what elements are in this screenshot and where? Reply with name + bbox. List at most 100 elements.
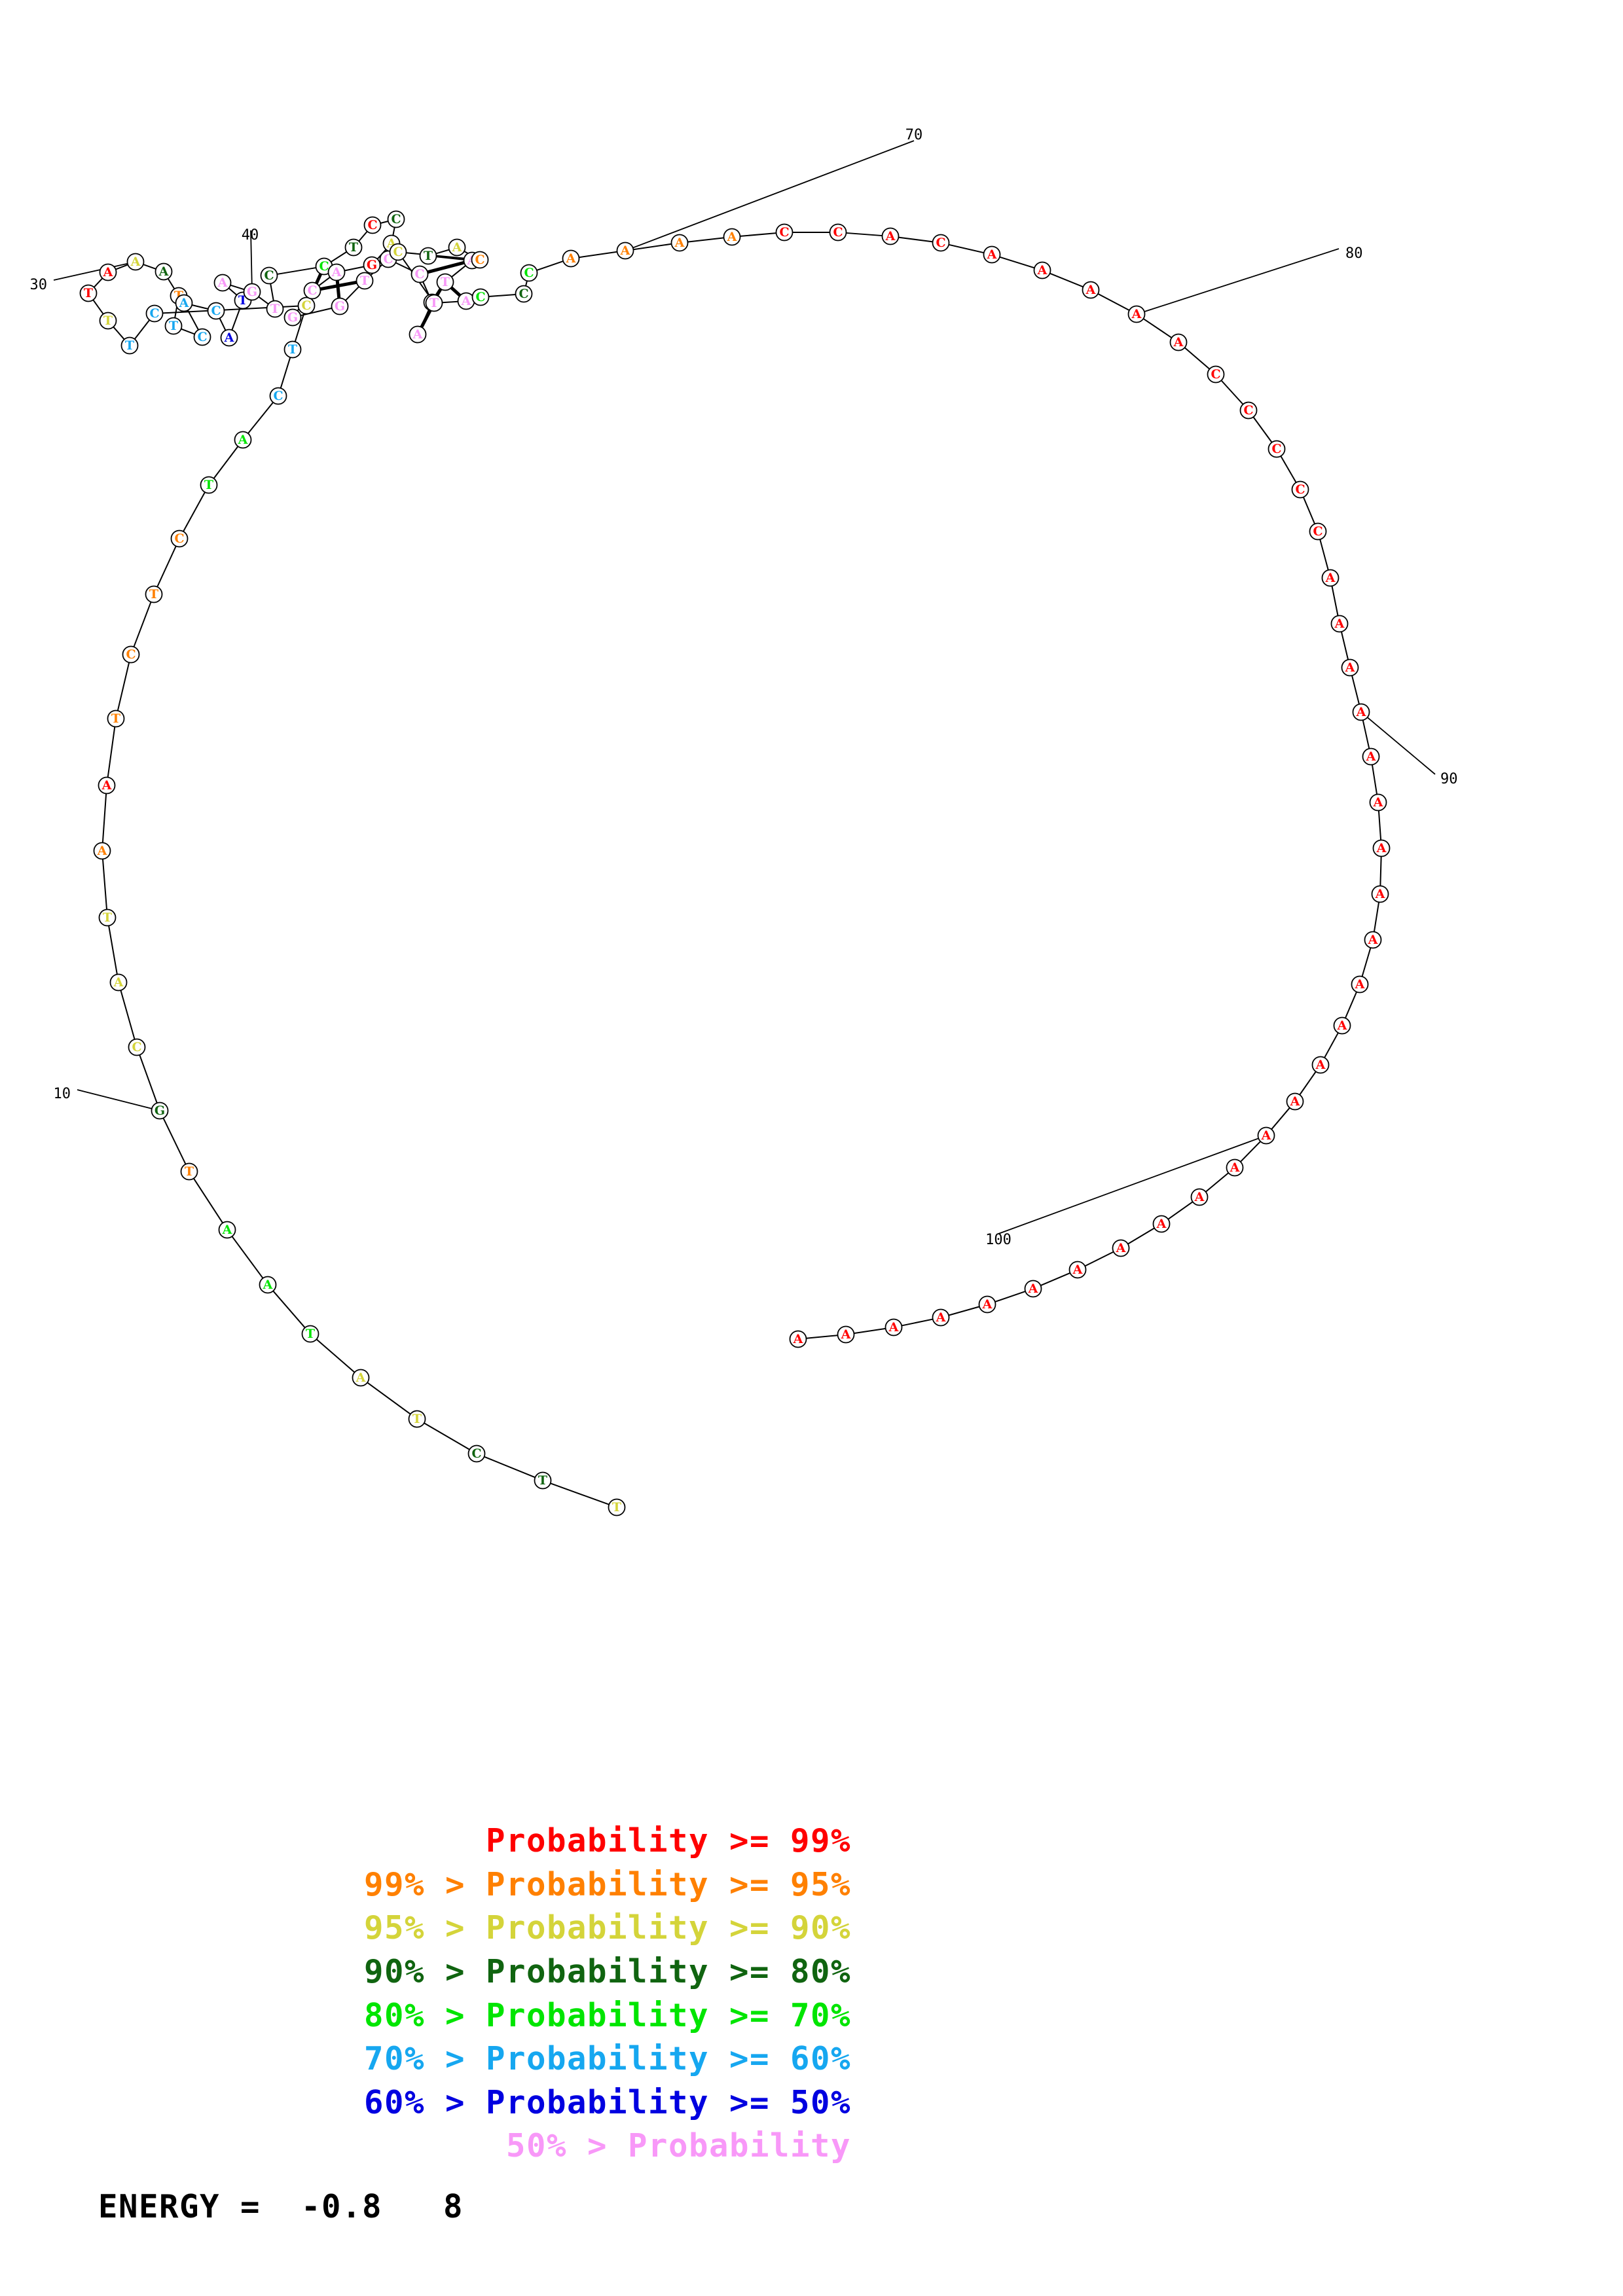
nucleotide-node[interactable]: A [220, 329, 238, 347]
nucleotide-node[interactable]: C [1267, 440, 1286, 458]
nucleotide-node[interactable]: A [1352, 703, 1370, 721]
nucleotide-node[interactable]: T [164, 317, 183, 335]
nucleotide-node[interactable]: A [1362, 747, 1380, 766]
nucleotide-node[interactable]: A [98, 776, 116, 795]
nucleotide-node[interactable]: A [1371, 885, 1389, 903]
nucleotide-node[interactable]: A [1112, 1239, 1130, 1257]
nucleotide-node[interactable]: T [419, 247, 437, 265]
nucleotide-node[interactable]: A [457, 292, 475, 310]
nucleotide-node[interactable]: T [99, 312, 117, 330]
nucleotide-node[interactable]: A [1369, 793, 1387, 812]
nucleotide-node[interactable]: C [389, 243, 407, 261]
nucleotide-node[interactable]: A [1341, 658, 1359, 677]
nucleotide-node[interactable]: A [1152, 1215, 1171, 1233]
nucleotide-node[interactable]: A [1333, 1016, 1351, 1035]
nucleotide-node[interactable]: T [79, 284, 98, 302]
nucleotide-node[interactable]: C [932, 234, 950, 252]
nucleotide-node[interactable]: A [1311, 1056, 1330, 1074]
nucleotide-node[interactable]: C [471, 251, 489, 269]
nucleotide-node[interactable]: A [1127, 305, 1146, 323]
nucleotide-node[interactable]: A [1082, 281, 1100, 299]
nucleotide-node[interactable]: A [99, 263, 117, 281]
nucleotide-node[interactable]: A [1257, 1126, 1275, 1145]
nucleotide-node[interactable]: A [1068, 1261, 1087, 1279]
nucleotide-node[interactable]: G [243, 283, 261, 301]
nucleotide-node[interactable]: A [93, 842, 111, 860]
nucleotide-node[interactable]: C [387, 210, 405, 228]
nucleotide-node[interactable]: T [408, 1410, 426, 1428]
nucleotide-node[interactable]: T [266, 300, 284, 318]
nucleotide-node[interactable]: A [126, 253, 145, 271]
nucleotide-node[interactable]: T [283, 340, 302, 359]
nucleotide-node[interactable]: C [1291, 480, 1309, 499]
nucleotide-node[interactable]: C [471, 288, 490, 306]
nucleotide-node[interactable]: A [1024, 1280, 1042, 1298]
nucleotide-node[interactable]: C [303, 281, 321, 300]
nucleotide-node[interactable]: C [410, 265, 429, 283]
nucleotide-node[interactable]: C [193, 328, 211, 346]
nucleotide-node[interactable]: G [283, 308, 302, 327]
nucleotide-node[interactable]: A [213, 274, 232, 292]
nucleotide-node[interactable]: C [363, 216, 382, 234]
nucleotide-node[interactable]: A [1351, 975, 1369, 994]
nucleotide-node[interactable]: A [1033, 261, 1051, 279]
nucleotide-node[interactable]: T [425, 294, 443, 312]
nucleotide-node[interactable]: A [616, 242, 634, 260]
nucleotide-node[interactable]: A [1321, 569, 1340, 587]
nucleotide-node[interactable]: A [218, 1221, 236, 1239]
nucleotide-node[interactable]: C [128, 1038, 146, 1056]
nucleotide-node[interactable]: T [301, 1325, 319, 1343]
nucleotide-node[interactable]: A [723, 228, 741, 246]
nucleotide-node[interactable]: A [670, 234, 689, 252]
nucleotide-node[interactable]: A [327, 263, 346, 281]
nucleotide-node[interactable]: T [180, 1162, 198, 1181]
nucleotide-node[interactable]: T [608, 1498, 626, 1516]
nucleotide-node[interactable]: A [109, 973, 128, 992]
nucleotide-node[interactable]: C [515, 285, 533, 303]
nucleotide-node[interactable]: T [107, 709, 125, 728]
nucleotide-node[interactable]: C [297, 296, 316, 315]
nucleotide-node[interactable]: T [356, 272, 374, 290]
nucleotide-node[interactable]: C [145, 304, 164, 323]
nucleotide-node[interactable]: T [436, 273, 454, 291]
nucleotide-node[interactable]: A [789, 1330, 807, 1348]
nucleotide-node[interactable]: A [983, 245, 1001, 264]
nucleotide-node[interactable]: A [881, 227, 900, 245]
nucleotide-node[interactable]: A [155, 262, 173, 281]
nucleotide-node[interactable]: G [331, 297, 349, 315]
nucleotide-node[interactable]: A [234, 431, 252, 449]
nucleotide-node[interactable]: A [448, 238, 466, 257]
nucleotide-node[interactable]: A [1286, 1092, 1304, 1111]
nucleotide-node[interactable]: A [259, 1276, 277, 1294]
nucleotide-node[interactable]: C [260, 266, 278, 285]
nucleotide-node[interactable]: T [200, 476, 218, 494]
nucleotide-node[interactable]: T [145, 585, 163, 603]
nucleotide-node[interactable]: C [829, 223, 847, 242]
nucleotide-node[interactable]: C [520, 264, 538, 282]
nucleotide-node[interactable]: C [467, 1444, 486, 1463]
nucleotide-node[interactable]: A [562, 249, 580, 268]
nucleotide-node[interactable]: A [409, 325, 427, 344]
nucleotide-node[interactable]: T [120, 336, 139, 355]
nucleotide-node[interactable]: A [1190, 1188, 1209, 1206]
nucleotide-node[interactable]: T [98, 908, 117, 927]
nucleotide-node[interactable]: A [1226, 1158, 1244, 1177]
nucleotide-node[interactable]: C [207, 302, 225, 320]
nucleotide-node[interactable]: C [775, 223, 793, 242]
nucleotide-node[interactable]: A [1372, 839, 1391, 857]
nucleotide-node[interactable]: T [534, 1471, 552, 1490]
nucleotide-node[interactable]: A [932, 1308, 950, 1327]
nucleotide-node[interactable]: A [175, 294, 193, 312]
nucleotide-node[interactable]: A [884, 1318, 903, 1336]
nucleotide-node[interactable]: A [1330, 615, 1349, 633]
nucleotide-node[interactable]: G [363, 256, 381, 274]
nucleotide-node[interactable]: A [1364, 931, 1382, 949]
nucleotide-node[interactable]: A [352, 1369, 370, 1387]
nucleotide-node[interactable]: C [170, 529, 189, 548]
nucleotide-node[interactable]: C [1239, 401, 1258, 420]
nucleotide-node[interactable]: A [837, 1325, 855, 1344]
nucleotide-node[interactable]: T [344, 238, 363, 257]
nucleotide-node[interactable]: G [151, 1102, 169, 1120]
nucleotide-node[interactable]: C [269, 387, 287, 405]
nucleotide-node[interactable]: C [1309, 522, 1327, 541]
